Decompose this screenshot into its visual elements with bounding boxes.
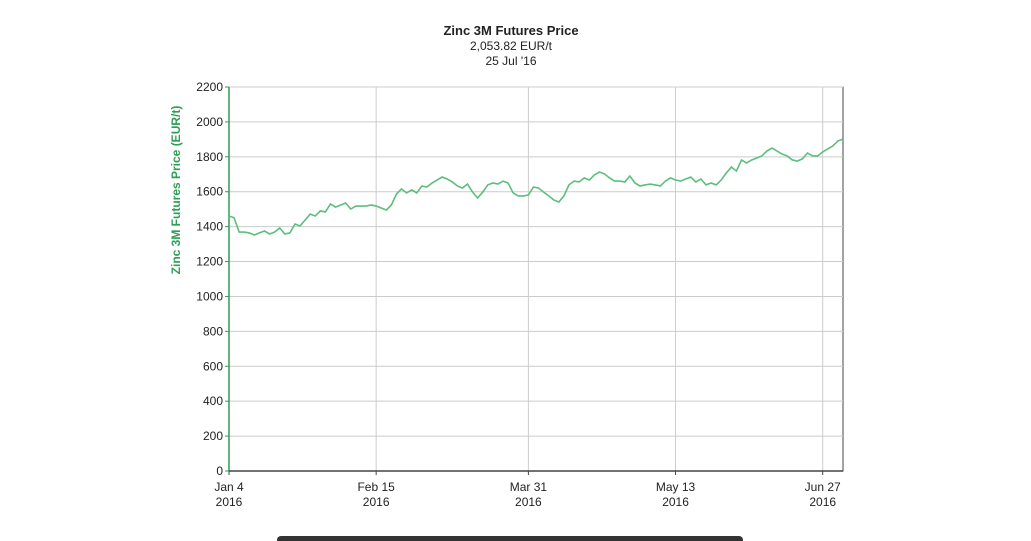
chart-date: 25 Jul '16	[486, 54, 537, 68]
y-tick-label: 2200	[196, 80, 223, 94]
x-tick-label: Feb 15 2016	[357, 480, 395, 509]
x-tick-label: Jan 4 2016	[214, 480, 244, 509]
x-tick-label-line: May 13	[656, 480, 696, 494]
x-tick-label-line: Jan 4	[214, 480, 244, 494]
y-tick-label: 1200	[196, 255, 223, 269]
y-tick-label: 600	[203, 359, 223, 373]
x-tick-label-line: Feb 15	[357, 480, 395, 494]
y-tick-label: 200	[203, 429, 223, 443]
y-tick-label: 800	[203, 324, 223, 338]
price-line	[228, 138, 844, 236]
scroll-bar[interactable]	[277, 536, 743, 541]
y-tick-label: 2000	[196, 115, 223, 129]
plot-area	[228, 86, 844, 472]
x-tick-label-line: 2016	[363, 495, 390, 509]
y-tick-label: 1600	[196, 185, 223, 199]
x-tick-label-line: 2016	[515, 495, 542, 509]
chart-subtitle: 2,053.82 EUR/t	[470, 39, 553, 53]
y-tick-label: 1400	[196, 220, 223, 234]
y-tick-label: 0	[216, 464, 223, 478]
x-tick-label: May 13 2016	[656, 480, 696, 509]
x-tick-label-line: 2016	[662, 495, 689, 509]
x-tick-label-line: 2016	[809, 495, 836, 509]
x-tick-label-line: Jun 27	[805, 480, 841, 494]
x-tick-label-line: Mar 31	[510, 480, 548, 494]
x-tick-label-line: 2016	[216, 495, 243, 509]
y-tick-label: 1800	[196, 150, 223, 164]
x-tick-label: Mar 31 2016	[510, 480, 548, 509]
y-tick-label: 1000	[196, 289, 223, 303]
y-tick-label: 400	[203, 394, 223, 408]
x-tick-label: Jun 27 2016	[805, 480, 841, 509]
y-axis-label: Zinc 3M Futures Price (EUR/t)	[169, 106, 183, 275]
chart-title: Zinc 3M Futures Price	[443, 23, 578, 38]
